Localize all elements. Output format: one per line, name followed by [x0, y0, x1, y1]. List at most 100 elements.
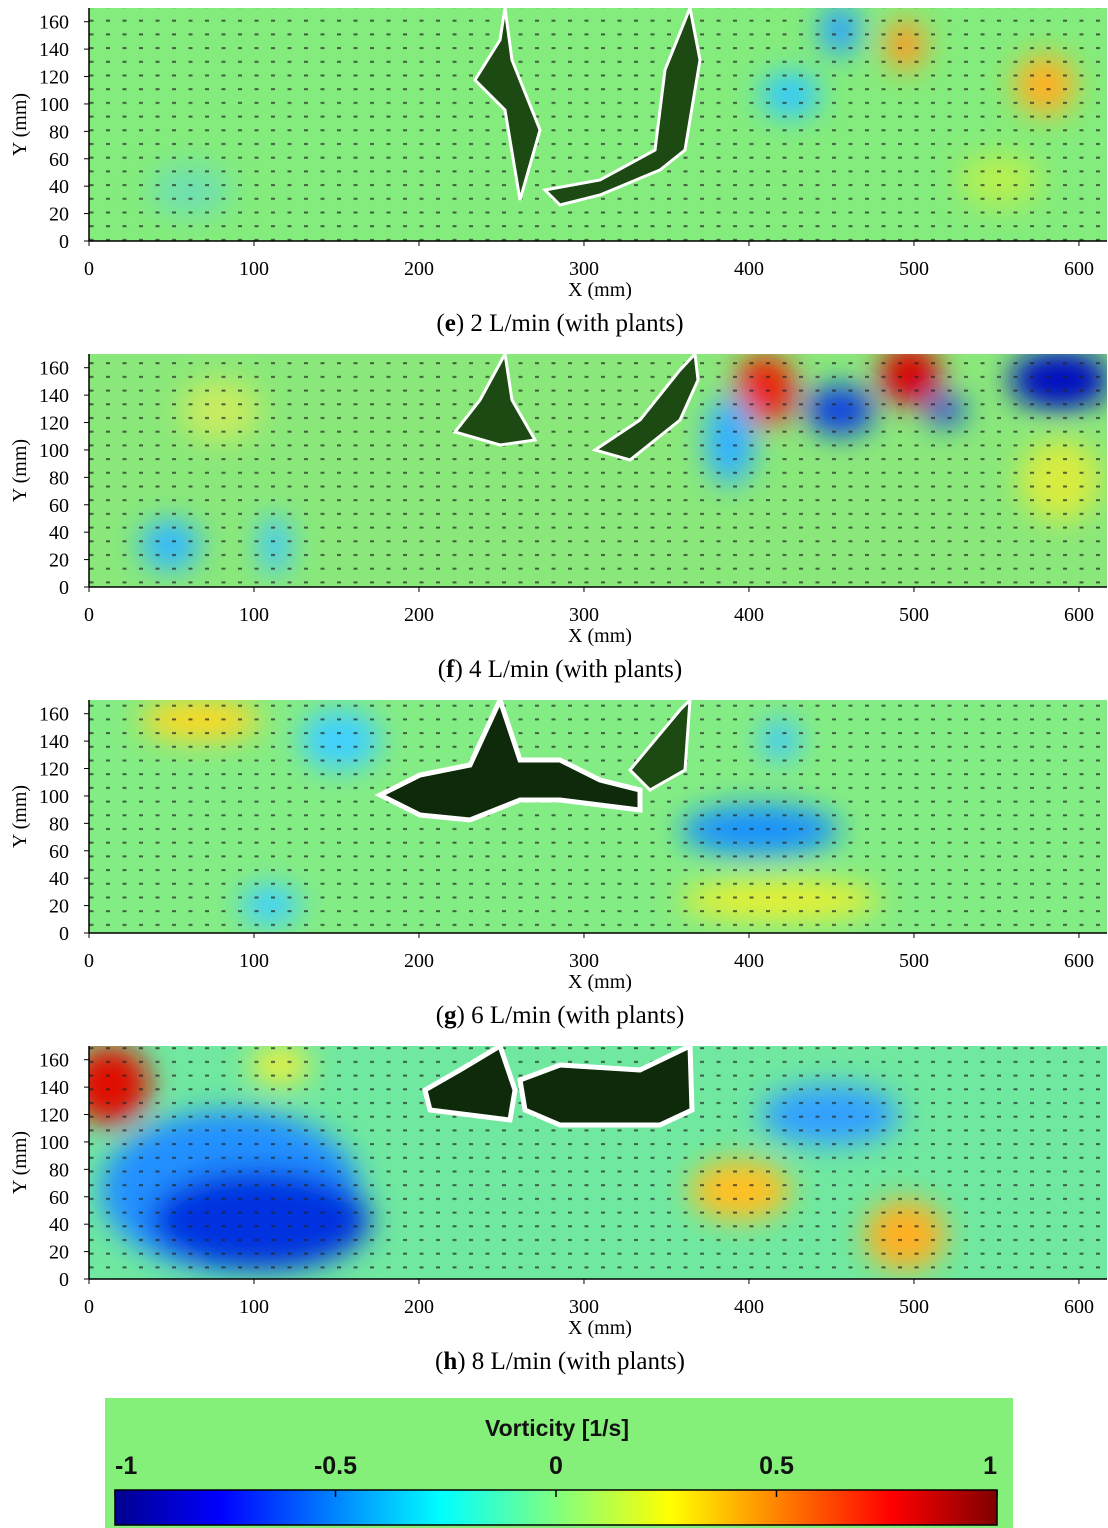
y-tick-label: 80: [49, 813, 69, 835]
y-tick-label: 140: [39, 1077, 69, 1099]
x-tick-label: 0: [84, 1296, 94, 1318]
y-tick-label: 0: [59, 577, 69, 599]
x-axis-label: X (mm): [568, 971, 632, 993]
y-axis-label: Y (mm): [9, 93, 31, 156]
y-tick-label: 120: [39, 1105, 69, 1127]
x-tick-label: 500: [899, 258, 929, 280]
colorbar-tick-label: 1: [983, 1452, 997, 1480]
y-tick-label: 40: [49, 1214, 69, 1236]
y-tick-label: 60: [49, 841, 69, 863]
y-tick-label: 160: [39, 704, 69, 726]
caption-part: (: [438, 656, 446, 683]
y-tick-label: 160: [39, 1050, 69, 1072]
caption-part: ) 2 L/min (with plants): [456, 310, 684, 337]
y-tick-label: 100: [39, 94, 69, 116]
y-tick-label: 80: [49, 1159, 69, 1181]
y-tick-label: 120: [39, 67, 69, 89]
caption-part: ) 6 L/min (with plants): [457, 1002, 685, 1029]
caption-part: e: [445, 310, 456, 337]
x-tick-label: 600: [1064, 950, 1094, 972]
y-tick-label: 140: [39, 385, 69, 407]
field: [89, 354, 1107, 587]
y-tick-label: 100: [39, 786, 69, 808]
y-tick-label: 40: [49, 868, 69, 890]
x-tick-label: 600: [1064, 1296, 1094, 1318]
x-tick-label: 0: [84, 950, 94, 972]
x-tick-label: 400: [734, 604, 764, 626]
y-tick-label: 20: [49, 896, 69, 918]
y-axis-label: Y (mm): [9, 1131, 31, 1194]
caption-part: g: [444, 1002, 457, 1029]
y-tick-label: 120: [39, 413, 69, 435]
caption-part: (: [436, 1002, 444, 1029]
colorbar-tick-label: -0.5: [314, 1452, 357, 1480]
y-tick-label: 140: [39, 731, 69, 753]
colorbar-title: Vorticity [1/s]: [485, 1415, 629, 1441]
x-axis-label: X (mm): [568, 1317, 632, 1339]
colorbar-tick-label: 0.5: [759, 1452, 794, 1480]
x-tick-label: 400: [734, 258, 764, 280]
caption: (e) 2 L/min (with plants): [436, 310, 683, 337]
x-tick-label: 200: [404, 258, 434, 280]
y-tick-label: 80: [49, 467, 69, 489]
y-tick-label: 60: [49, 495, 69, 517]
y-tick-label: 40: [49, 176, 69, 198]
field: [89, 1046, 1107, 1279]
x-tick-label: 500: [899, 604, 929, 626]
x-tick-label: 200: [404, 604, 434, 626]
caption: (g) 6 L/min (with plants): [436, 1002, 685, 1029]
y-tick-label: 0: [59, 231, 69, 253]
y-tick-label: 60: [49, 149, 69, 171]
caption-part: ) 8 L/min (with plants): [457, 1348, 685, 1375]
y-tick-label: 20: [49, 550, 69, 572]
x-tick-label: 100: [239, 258, 269, 280]
y-axis-label: Y (mm): [9, 785, 31, 848]
x-tick-label: 0: [84, 604, 94, 626]
y-tick-label: 20: [49, 204, 69, 226]
x-tick-label: 500: [899, 1296, 929, 1318]
y-tick-label: 0: [59, 923, 69, 945]
y-tick-label: 60: [49, 1187, 69, 1209]
caption-part: (: [436, 310, 444, 337]
caption: (f) 4 L/min (with plants): [438, 656, 682, 683]
y-tick-label: 140: [39, 39, 69, 61]
caption-part: (: [435, 1348, 443, 1375]
y-tick-label: 100: [39, 1132, 69, 1154]
y-tick-label: 40: [49, 522, 69, 544]
x-tick-label: 600: [1064, 258, 1094, 280]
x-tick-label: 200: [404, 950, 434, 972]
x-tick-label: 300: [569, 258, 599, 280]
field: [89, 8, 1107, 241]
caption-part: h: [443, 1348, 457, 1375]
x-tick-label: 100: [239, 950, 269, 972]
y-tick-label: 120: [39, 759, 69, 781]
y-tick-label: 20: [49, 1242, 69, 1264]
y-axis-label: Y (mm): [9, 439, 31, 502]
y-tick-label: 160: [39, 12, 69, 34]
x-tick-label: 400: [734, 1296, 764, 1318]
field: [89, 700, 1107, 933]
x-tick-label: 600: [1064, 604, 1094, 626]
x-tick-label: 200: [404, 1296, 434, 1318]
x-axis-label: X (mm): [568, 625, 632, 647]
x-axis-label: X (mm): [568, 279, 632, 301]
x-tick-label: 400: [734, 950, 764, 972]
x-tick-label: 300: [569, 1296, 599, 1318]
x-tick-label: 100: [239, 1296, 269, 1318]
x-tick-label: 500: [899, 950, 929, 972]
x-tick-label: 300: [569, 604, 599, 626]
y-tick-label: 100: [39, 440, 69, 462]
y-tick-label: 0: [59, 1269, 69, 1291]
x-tick-label: 0: [84, 258, 94, 280]
caption-part: ) 4 L/min (with plants): [454, 656, 682, 683]
y-tick-label: 160: [39, 358, 69, 380]
colorbar-tick-label: 0: [549, 1452, 563, 1480]
y-tick-label: 80: [49, 121, 69, 143]
colorbar-tick-label: -1: [115, 1452, 137, 1480]
caption: (h) 8 L/min (with plants): [435, 1348, 685, 1375]
caption-part: f: [446, 656, 455, 683]
x-tick-label: 100: [239, 604, 269, 626]
x-tick-label: 300: [569, 950, 599, 972]
